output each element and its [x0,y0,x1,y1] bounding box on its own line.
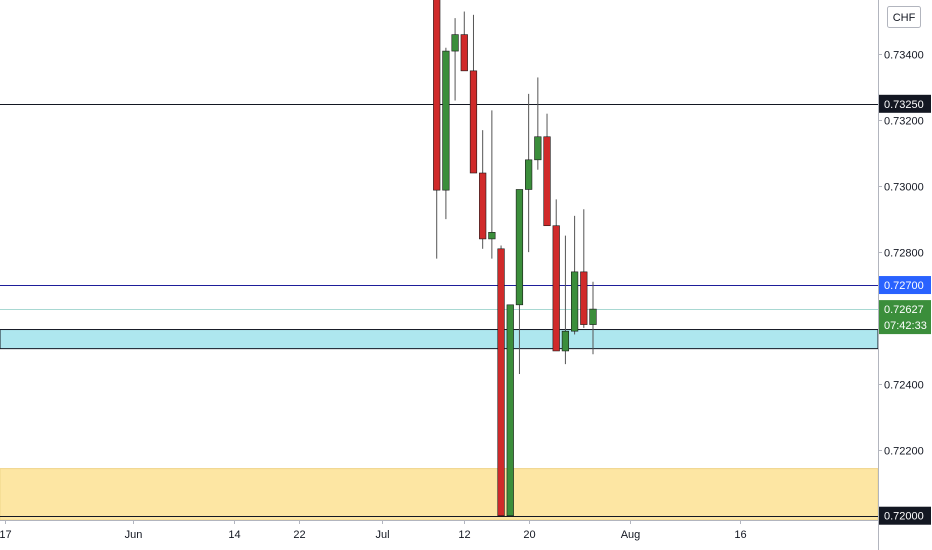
candle-body-8 [506,304,514,517]
candle-body-4 [469,70,478,174]
currency-label: CHF [893,12,916,24]
zones-layer [0,329,879,521]
price-badge-label-1: 0.72700 [884,280,924,292]
xtick-label-1: Jun [125,529,143,541]
currency-box[interactable] [887,6,921,28]
candle-body-0 [433,0,441,191]
horizontal-lines-layer [0,104,878,517]
candle-body-17 [589,308,597,325]
xtick-label-0: 17 [0,529,12,541]
candle-body-11 [534,136,542,161]
ytick-label-5: 0.72200 [884,446,924,458]
xtick-label-3: 22 [293,529,305,541]
price-badge-label-3: 0.72000 [884,511,924,523]
zone-0 [0,329,879,350]
price-axis-background[interactable] [878,0,932,550]
zone-1 [0,468,879,521]
ytick-label-4: 0.72400 [884,380,924,392]
xtick-label-6: 20 [523,529,535,541]
ytick-label-3: 0.72800 [884,248,924,260]
xtick-label-2: 14 [228,529,240,541]
candles-layer [433,0,597,517]
candle-body-15 [570,271,579,332]
candle-body-10 [525,159,533,190]
candle-body-7 [497,248,505,517]
candle-body-9 [515,189,524,306]
xtick-label-5: 12 [458,529,470,541]
current-price-label: 0.72627 [884,304,924,316]
xtick-label-7: Aug [621,529,641,541]
candle-body-12 [543,136,551,227]
price-badge-3 [879,506,931,525]
xtick-label-4: Jul [375,529,389,541]
price-badge-1 [879,276,931,295]
time-axis-ticks: 17 Jun 14 22 Jul 12 20 Aug 16 [0,520,747,541]
price-badge-label-0: 0.73250 [884,99,924,111]
candle-body-1 [442,50,450,191]
candle-body-3 [460,34,468,72]
candle-body-2 [451,34,459,52]
candle-body-16 [580,271,588,325]
candle-body-6 [488,232,496,240]
price-badges-layer: 0.73250 0.72700 0.72000 0.72627 07:42:33 [879,94,931,525]
current-price-badge [879,300,931,335]
price-axis-ticks: 0.73400 0.73200 0.73000 0.72800 0.72400 0.722… [878,50,924,458]
ytick-label-0: 0.73400 [884,50,924,62]
xtick-label-8: 16 [734,529,746,541]
ytick-label-2: 0.73000 [884,182,924,194]
ytick-label-1: 0.73200 [884,116,924,128]
candle-body-5 [479,172,487,240]
price-badge-0 [879,94,931,113]
candle-body-14 [561,330,570,352]
countdown-label: 07:42:33 [884,320,927,332]
candle-body-13 [552,225,560,352]
